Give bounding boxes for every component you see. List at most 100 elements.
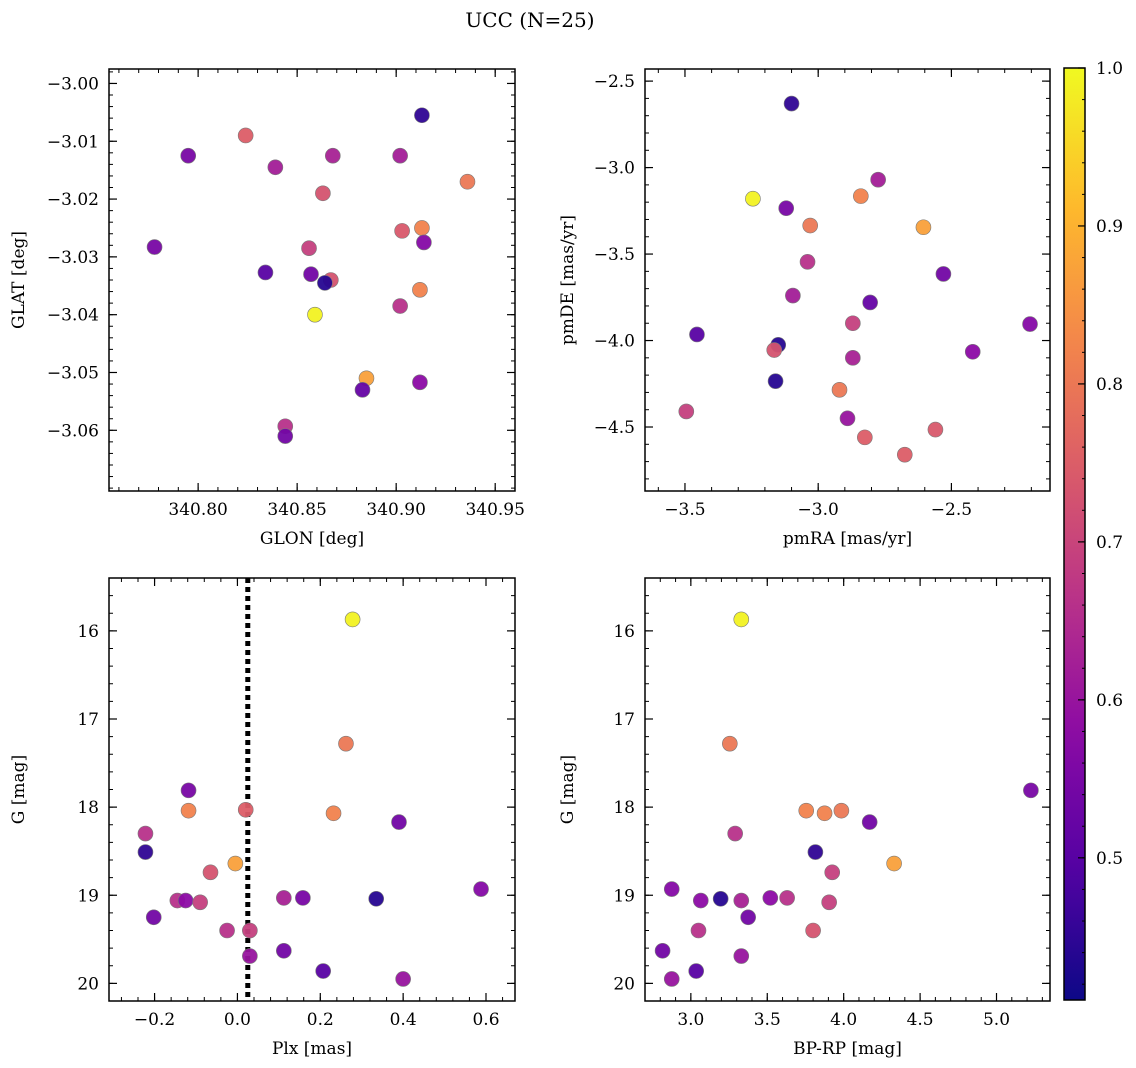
data-point — [798, 802, 815, 819]
data-point — [927, 421, 944, 438]
data-point — [392, 147, 408, 164]
y-tick-label: 17 — [613, 710, 635, 730]
colorbar: 0.5 0.6 0.7 0.8 0.9 1.0 — [1063, 59, 1123, 1001]
data-point — [414, 220, 430, 236]
data-point — [845, 350, 861, 366]
data-point — [802, 217, 818, 234]
points — [678, 95, 1038, 463]
data-point — [301, 240, 317, 257]
data-point — [845, 315, 861, 332]
data-point — [317, 275, 333, 291]
major-ticks — [645, 578, 1050, 1001]
data-point — [712, 890, 729, 907]
data-point — [414, 107, 430, 124]
data-point — [733, 948, 750, 964]
y-tick-label: −3.04 — [47, 306, 99, 326]
data-point — [692, 892, 709, 909]
y-tick-label: −4.0 — [594, 332, 635, 352]
y-axis-label: pmDE [mas/yr] — [558, 215, 578, 345]
points — [137, 611, 489, 987]
colorbar-tick-label: 1.0 — [1096, 59, 1123, 79]
x-tick-label: 340.90 — [366, 500, 425, 520]
y-tick-label: −3.02 — [47, 190, 99, 210]
data-point — [412, 282, 428, 298]
x-axis-label: GLON [deg] — [260, 529, 364, 549]
data-point — [727, 825, 743, 842]
x-axis-label: BP-RP [mag] — [793, 1039, 902, 1059]
y-tick-label: −2.5 — [594, 72, 635, 92]
data-point — [688, 963, 704, 979]
data-point — [344, 611, 361, 628]
colorbar-gradient — [1064, 68, 1085, 1000]
x-tick-label: 0.4 — [390, 1010, 417, 1030]
data-point — [745, 190, 761, 207]
data-point — [785, 287, 801, 304]
figure-title: UCC (N=25) — [465, 8, 594, 32]
y-tick-label: 19 — [77, 886, 99, 906]
y-tick-label: −3.03 — [47, 248, 99, 268]
y-tick-label: 20 — [77, 974, 99, 994]
colorbar-tick-label: 0.7 — [1096, 533, 1123, 553]
data-point — [180, 147, 197, 164]
major-ticks — [645, 69, 1050, 491]
data-point — [180, 802, 197, 819]
major-ticks — [109, 578, 515, 1001]
subplots: 340.80 340.85 340.90 340.95 −3.00 −3.01 −3.02 −… — [9, 68, 1051, 1059]
data-point — [824, 864, 841, 881]
data-point — [831, 382, 848, 398]
data-point — [242, 948, 258, 964]
data-point — [324, 147, 341, 164]
y-tick-label: −3.5 — [594, 245, 635, 265]
data-point — [896, 446, 913, 463]
subplot-plx-g: −0.2 0.0 0.2 0.4 0.6 16 17 18 19 20 Plx [mas] G [ma… — [9, 577, 516, 1059]
data-point — [227, 855, 244, 872]
data-point — [778, 200, 795, 217]
y-tick-label: 17 — [77, 710, 99, 730]
data-point — [861, 814, 878, 830]
y-tick-label: −3.05 — [47, 363, 99, 383]
data-point — [799, 254, 816, 270]
data-point — [177, 892, 194, 909]
data-point — [857, 429, 873, 446]
data-point — [807, 844, 824, 860]
data-point — [237, 127, 254, 144]
data-point — [767, 373, 784, 389]
data-point — [315, 185, 331, 202]
x-tick-label: 3.5 — [754, 1010, 781, 1030]
data-point — [192, 894, 208, 911]
data-point — [295, 890, 311, 906]
x-tick-label: 340.85 — [267, 500, 326, 520]
data-point — [766, 342, 783, 358]
subplot-glon-glat: 340.80 340.85 340.90 340.95 −3.00 −3.01 −3.02 −… — [9, 68, 525, 549]
data-point — [338, 735, 354, 752]
data-point — [137, 825, 154, 842]
data-point — [276, 942, 292, 959]
data-point — [459, 173, 476, 190]
x-tick-label: 4.0 — [830, 1010, 857, 1030]
axes-frame — [108, 68, 516, 492]
x-tick-label: 5.0 — [983, 1010, 1010, 1030]
colorbar-tick-label: 0.8 — [1096, 375, 1123, 395]
colorbar-tick-label: 0.6 — [1096, 691, 1123, 711]
x-axis-label: Plx [mas] — [272, 1039, 352, 1059]
data-point — [821, 894, 837, 911]
points — [146, 107, 476, 444]
y-tick-label: 19 — [613, 886, 635, 906]
data-point — [391, 814, 407, 830]
y-tick-label: 16 — [77, 622, 99, 642]
data-point — [412, 374, 428, 391]
data-point — [663, 881, 680, 897]
axes-frame — [644, 68, 1051, 492]
minor-ticks — [644, 577, 1050, 1002]
minor-ticks — [109, 577, 515, 1002]
data-point — [690, 922, 707, 939]
y-tick-label: −3.06 — [47, 421, 99, 441]
data-point — [307, 306, 323, 323]
data-point — [853, 188, 869, 204]
data-point — [219, 922, 235, 939]
data-point — [733, 892, 750, 909]
data-point — [915, 219, 932, 236]
x-tick-label: 0.0 — [224, 1010, 251, 1030]
subplot-pm: −3.5 −3.0 −2.5 −2.5 −3.0 −3.5 −4.0 −4.5 pmRA [ma… — [558, 68, 1051, 549]
x-tick-label: 3.0 — [677, 1010, 704, 1030]
